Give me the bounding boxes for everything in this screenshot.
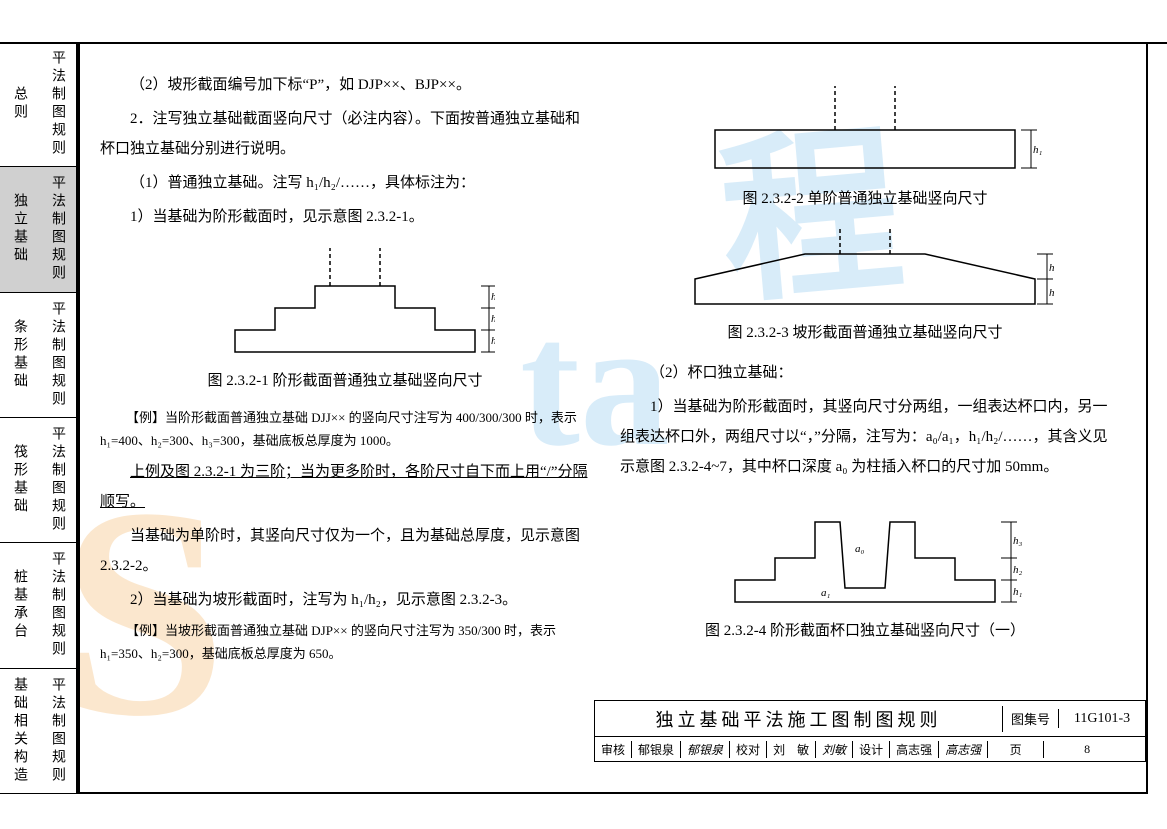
svg-text:a₀: a₀ xyxy=(855,543,865,555)
fig-2-3-2-2-svg: h₁ xyxy=(685,80,1045,180)
check-sign: 刘敏 xyxy=(816,741,853,758)
sidebar-left-2: 条形基础 xyxy=(0,293,38,417)
fig-2-3-2-1-svg: h₁ h₂ h₃ xyxy=(195,242,495,362)
sidebar-right-1: 平法制图规则 xyxy=(38,167,76,291)
svg-text:h₁: h₁ xyxy=(1013,586,1023,598)
fig4-caption: 图 2.3.2-4 阶形截面杯口独立基础竖向尺寸（一） xyxy=(620,616,1110,646)
sidebar-tabs: 总则 平法制图规则 独立基础 平法制图规则 条形基础 平法制图规则 筏形基础 平… xyxy=(0,42,78,794)
right-column: h₁ 图 2.3.2-2 单阶普通独立基础竖向尺寸 h₁ h₂ 图 2.3.2-… xyxy=(620,70,1110,700)
sidebar-left-5: 基础相关构造 xyxy=(0,669,38,793)
review-label: 审核 xyxy=(595,741,632,758)
sidebar-left-1: 独立基础 xyxy=(0,167,38,291)
design-sign: 高志强 xyxy=(939,741,988,758)
para-r2: 1）当基础为阶形截面时，其竖向尺寸分两组，一组表达杯口内，另一组表达杯口外，两组… xyxy=(620,392,1110,482)
para-6: 当基础为单阶时，其竖向尺寸仅为一个，且为基础总厚度，见示意图 2.3.2-2。 xyxy=(100,521,590,581)
sidebar-right-5: 平法制图规则 xyxy=(38,669,76,793)
sidebar-left-3: 筏形基础 xyxy=(0,418,38,542)
check-name: 刘 敏 xyxy=(767,741,816,758)
sidebar-right-2: 平法制图规则 xyxy=(38,293,76,417)
set-code: 11G101-3 xyxy=(1059,711,1145,727)
svg-text:a₁: a₁ xyxy=(821,587,831,599)
figure-1: h₁ h₂ h₃ xyxy=(100,242,590,362)
page-number: 8 xyxy=(1044,742,1130,757)
sidebar-item-0: 总则 平法制图规则 xyxy=(0,42,78,167)
para-5: 上例及图 2.3.2-1 为三阶；当为更多阶时，各阶尺寸自下而上用“/”分隔顺写… xyxy=(100,457,590,517)
left-column: （2）坡形截面编号加下标“P”，如 DJP××、BJP××。 2．注写独立基础截… xyxy=(100,70,590,700)
svg-text:h₂: h₂ xyxy=(1049,262,1055,274)
sidebar-right-4: 平法制图规则 xyxy=(38,543,76,667)
title-row-1: 独立基础平法施工图制图规则 图集号 11G101-3 xyxy=(595,701,1145,737)
example-1: 【例】当阶形截面普通独立基础 DJJ×× 的竖向尺寸注写为 400/300/30… xyxy=(100,406,590,453)
review-name: 郁银泉 xyxy=(632,741,681,758)
sidebar-right-0: 平法制图规则 xyxy=(38,42,76,166)
para-4: 1）当基础为阶形截面时，见示意图 2.3.2-1。 xyxy=(100,202,590,232)
title-block: 独立基础平法施工图制图规则 图集号 11G101-3 审核 郁银泉 郁银泉 校对… xyxy=(594,700,1146,762)
content-area: （2）坡形截面编号加下标“P”，如 DJP××、BJP××。 2．注写独立基础截… xyxy=(100,70,1120,700)
sidebar-item-5: 基础相关构造 平法制图规则 xyxy=(0,669,78,794)
svg-text:h₂: h₂ xyxy=(1013,564,1023,576)
para-2: 2．注写独立基础截面竖向尺寸（必注内容）。下面按普通独立基础和杯口独立基础分别进… xyxy=(100,104,590,164)
sidebar-left-0: 总则 xyxy=(0,42,38,166)
sidebar-item-1-active: 独立基础 平法制图规则 xyxy=(0,167,78,292)
sidebar-item-2: 条形基础 平法制图规则 xyxy=(0,293,78,418)
sidebar-right-3: 平法制图规则 xyxy=(38,418,76,542)
svg-text:h₁: h₁ xyxy=(1033,144,1043,156)
doc-title: 独立基础平法施工图制图规则 xyxy=(595,706,1003,732)
design-name: 高志强 xyxy=(890,741,939,758)
para-3: （1）普通独立基础。注写 h₁/h₂/……，具体标注为： xyxy=(100,168,590,198)
fig-2-3-2-3-svg: h₁ h₂ xyxy=(675,224,1055,314)
figure-3: h₁ h₂ xyxy=(620,224,1110,314)
para-7: 2）当基础为坡形截面时，注写为 h₁/h₂，见示意图 2.3.2-3。 xyxy=(100,585,590,615)
fig-2-3-2-4-svg: h₁ h₂ h₃ a₀ a₁ xyxy=(705,492,1025,612)
example-2: 【例】当坡形截面普通独立基础 DJP×× 的竖向尺寸注写为 350/300 时，… xyxy=(100,619,590,666)
set-label: 图集号 xyxy=(1003,709,1059,728)
svg-text:h₂: h₂ xyxy=(491,313,495,325)
figure-2: h₁ xyxy=(620,80,1110,180)
fig2-caption: 图 2.3.2-2 单阶普通独立基础竖向尺寸 xyxy=(620,184,1110,214)
para-1: （2）坡形截面编号加下标“P”，如 DJP××、BJP××。 xyxy=(100,70,590,100)
svg-text:h₃: h₃ xyxy=(491,291,495,303)
fig1-caption: 图 2.3.2-1 阶形截面普通独立基础竖向尺寸 xyxy=(100,366,590,396)
sidebar-item-3: 筏形基础 平法制图规则 xyxy=(0,418,78,543)
review-sign: 郁银泉 xyxy=(681,741,730,758)
check-label: 校对 xyxy=(730,741,767,758)
sidebar-item-4: 桩基承台 平法制图规则 xyxy=(0,543,78,668)
svg-text:h₁: h₁ xyxy=(1049,287,1055,299)
svg-text:h₁: h₁ xyxy=(491,335,495,347)
para-r1: （2）杯口独立基础： xyxy=(620,358,1110,388)
design-label: 设计 xyxy=(853,741,890,758)
figure-4: h₁ h₂ h₃ a₀ a₁ xyxy=(620,492,1110,612)
svg-text:h₃: h₃ xyxy=(1013,535,1023,547)
page-label: 页 xyxy=(988,741,1044,758)
fig3-caption: 图 2.3.2-3 坡形截面普通独立基础竖向尺寸 xyxy=(620,318,1110,348)
title-row-2: 审核 郁银泉 郁银泉 校对 刘 敏 刘敏 设计 高志强 高志强 页 8 xyxy=(595,737,1145,761)
sidebar-left-4: 桩基承台 xyxy=(0,543,38,667)
